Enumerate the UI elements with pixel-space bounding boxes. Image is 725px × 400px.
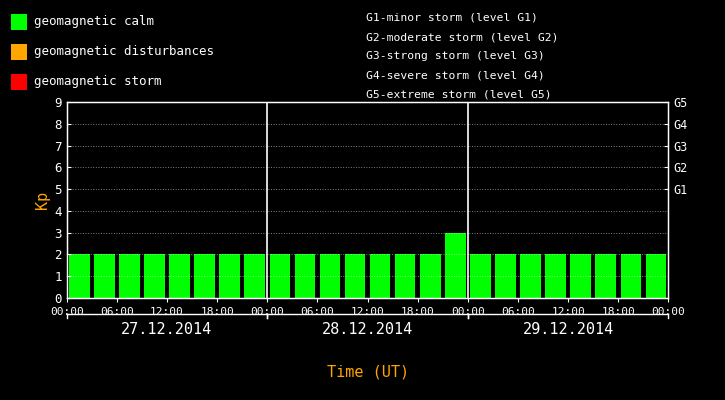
Bar — [545, 254, 566, 298]
Bar — [470, 254, 491, 298]
Bar — [420, 254, 441, 298]
Text: G1-minor storm (level G1): G1-minor storm (level G1) — [366, 13, 538, 23]
Bar — [244, 254, 265, 298]
Bar — [220, 254, 240, 298]
Text: G4-severe storm (level G4): G4-severe storm (level G4) — [366, 70, 545, 81]
Text: geomagnetic calm: geomagnetic calm — [34, 16, 154, 28]
Bar — [294, 254, 315, 298]
Bar — [169, 254, 190, 298]
Bar — [144, 254, 165, 298]
Bar — [270, 254, 290, 298]
Bar — [194, 254, 215, 298]
Bar — [395, 254, 415, 298]
Text: G2-moderate storm (level G2): G2-moderate storm (level G2) — [366, 32, 559, 42]
Text: G5-extreme storm (level G5): G5-extreme storm (level G5) — [366, 90, 552, 100]
Bar — [445, 233, 465, 298]
Text: G3-strong storm (level G3): G3-strong storm (level G3) — [366, 51, 545, 61]
Text: 28.12.2014: 28.12.2014 — [322, 322, 413, 338]
Bar — [320, 254, 340, 298]
Y-axis label: Kp: Kp — [36, 191, 50, 209]
Text: 27.12.2014: 27.12.2014 — [121, 322, 212, 338]
Bar — [69, 254, 89, 298]
Bar — [521, 254, 541, 298]
Text: geomagnetic disturbances: geomagnetic disturbances — [34, 46, 214, 58]
Text: Time (UT): Time (UT) — [326, 364, 409, 380]
Text: geomagnetic storm: geomagnetic storm — [34, 76, 162, 88]
Bar — [119, 254, 140, 298]
Bar — [571, 254, 591, 298]
Bar — [495, 254, 515, 298]
Bar — [595, 254, 616, 298]
Bar — [345, 254, 365, 298]
Bar — [94, 254, 115, 298]
Bar — [370, 254, 390, 298]
Bar — [646, 254, 666, 298]
Text: 29.12.2014: 29.12.2014 — [523, 322, 614, 338]
Bar — [621, 254, 641, 298]
